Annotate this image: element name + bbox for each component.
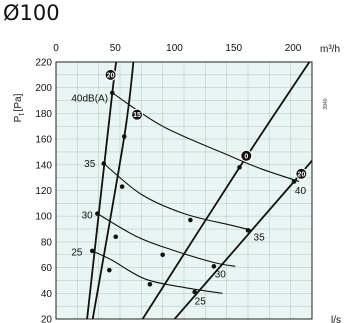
y-tick-label: 80 <box>41 237 53 248</box>
sound-curve-label: 25 <box>71 248 83 259</box>
sound-curve-3 <box>92 250 223 294</box>
sound-curve-end-label: 30 <box>82 210 94 221</box>
intersection-point <box>121 134 127 139</box>
y-axis-ticks: 20 40 60 80 100 120 140 160 180 200 220 <box>35 58 52 323</box>
sound-curve-label: 35 <box>84 159 96 170</box>
system-curve-3 <box>173 159 312 319</box>
y-axis-label-unit: [Pa] <box>13 93 24 111</box>
sound-curve-2 <box>97 213 236 267</box>
curve-badge: 0 <box>240 149 253 162</box>
y-tick-label: 140 <box>35 160 52 171</box>
curve-badge-label: 0 <box>244 153 248 160</box>
intersection-point <box>291 179 297 184</box>
system-curve-0 <box>86 62 118 319</box>
top-x-tick-label: 100 <box>166 43 183 54</box>
intersection-point <box>101 161 107 166</box>
sound-curve-1 <box>103 163 253 231</box>
top-x-tick-label: 150 <box>225 43 242 54</box>
y-tick-label: 20 <box>41 315 53 323</box>
intersection-point <box>211 264 217 269</box>
y-axis-label: Pt [Pa] <box>13 93 26 122</box>
curve-badge-label: 20 <box>107 72 115 79</box>
top-x-tick-label: 200 <box>285 43 302 54</box>
y-tick-label: 220 <box>35 58 52 69</box>
intersection-point <box>192 289 197 295</box>
sound-curve-end-label: 25 <box>195 297 207 308</box>
top-x-tick-label: 0 <box>53 43 59 54</box>
curve-badge-label: 15 <box>133 112 141 119</box>
chart-title: Ø100 <box>3 1 60 25</box>
curve-badge: 15 <box>131 108 144 121</box>
y-tick-label: 180 <box>35 109 52 120</box>
sound-curve-end-label: 40 <box>295 186 307 197</box>
intersection-point <box>95 211 100 216</box>
top-x-axis-ticks: 0 50 100 150 200 <box>53 43 302 54</box>
grid-lines <box>55 61 313 320</box>
y-tick-label: 120 <box>35 186 52 197</box>
y-tick-label: 100 <box>35 212 52 223</box>
system-curve-1 <box>91 62 135 319</box>
side-code: 3940 <box>323 98 329 109</box>
y-tick-label: 200 <box>35 83 52 94</box>
intersection-point <box>237 165 242 170</box>
intersection-point <box>107 267 112 273</box>
intersection-point <box>245 228 251 233</box>
top-x-tick-label: 50 <box>110 43 122 54</box>
curves: 20 15 0 20 40dB(A) 35 35 25 40 30 30 25 <box>71 62 312 319</box>
curve-badge: 20 <box>295 167 308 180</box>
bottom-x-axis-unit: l/s <box>331 315 341 323</box>
y-tick-label: 40 <box>41 289 53 300</box>
curve-badge-label: 20 <box>297 171 305 178</box>
sound-curve-0 <box>111 92 300 183</box>
sound-curve-label: 40dB(A) <box>71 93 108 104</box>
sound-curve-end-label: 30 <box>215 270 227 281</box>
plot-frame <box>55 61 313 320</box>
intersection-point <box>89 248 95 254</box>
curve-badge: 20 <box>104 68 117 81</box>
intersection-point <box>110 90 115 96</box>
intersection-point <box>113 234 119 240</box>
intersection-point <box>147 282 153 287</box>
y-axis-label-sub: t <box>17 113 26 116</box>
y-axis-label-main: P <box>13 115 24 122</box>
y-tick-label: 160 <box>35 135 52 146</box>
y-tick-label: 60 <box>41 263 53 274</box>
top-x-axis-unit: m³/h <box>320 44 340 55</box>
intersection-point <box>188 217 193 223</box>
intersection-point <box>119 184 125 189</box>
intersection-point <box>160 252 165 258</box>
sound-curve-label: 35 <box>254 232 266 243</box>
